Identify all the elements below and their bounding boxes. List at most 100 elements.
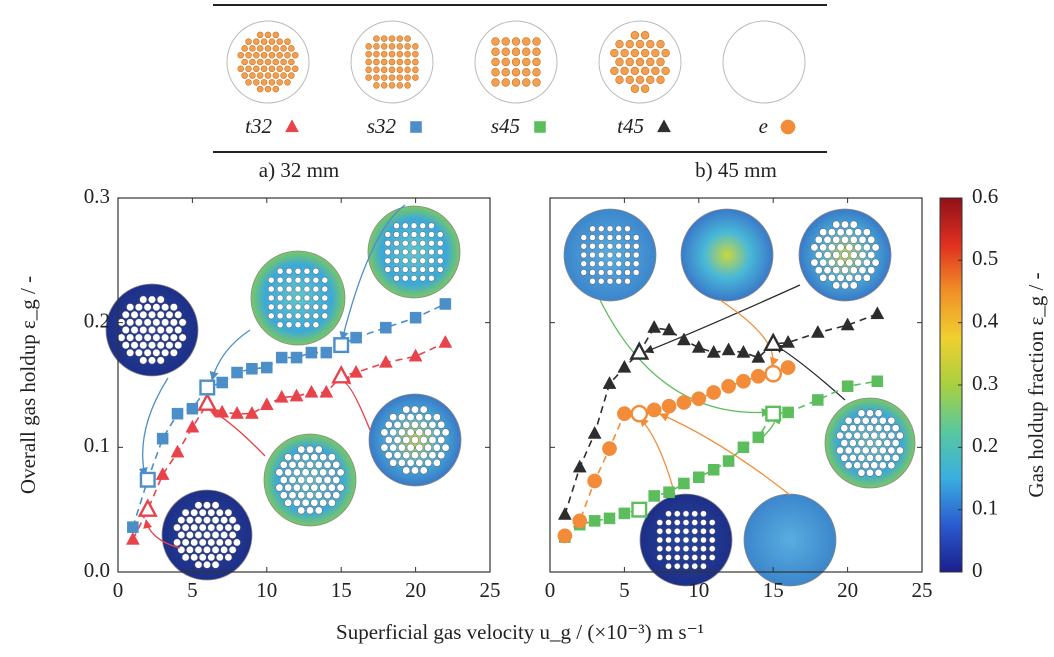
inset-hole [301, 498, 310, 507]
data-point [349, 364, 363, 378]
geometry-hole [253, 65, 260, 73]
data-point [380, 321, 392, 334]
inset-hole [297, 506, 306, 515]
inset-hole [224, 523, 233, 532]
geometry-hole [388, 74, 396, 81]
data-point [331, 364, 352, 384]
inset-hole [682, 545, 690, 552]
inset-hole [857, 439, 866, 447]
inset-hole [294, 267, 302, 275]
inset-hole [598, 269, 605, 276]
inset-hole [606, 269, 614, 276]
inset-hole [319, 468, 328, 477]
inset-hole [139, 326, 148, 334]
trend-line [564, 313, 878, 515]
inset-hole [393, 257, 400, 264]
inset-hole [700, 536, 707, 544]
geometry-hole [661, 48, 670, 58]
inset-hole [303, 285, 311, 293]
geometry-hole [264, 31, 272, 39]
data-point [602, 441, 617, 456]
data-point [602, 376, 617, 389]
geometry-hole [501, 57, 510, 67]
geometry-hole [522, 68, 531, 77]
inset-hole [410, 240, 418, 247]
geometry-hole [284, 79, 291, 86]
data-point [186, 402, 199, 415]
geometry-hole [615, 75, 624, 85]
inset-hole [845, 243, 854, 252]
inset-hole [580, 243, 588, 250]
inset-hole [173, 538, 181, 547]
inset-hole [321, 312, 329, 320]
geometry-hole [380, 82, 388, 89]
inset-hole [312, 267, 320, 275]
data-point [408, 348, 423, 362]
plot-frame [117, 197, 491, 573]
inset-hole [615, 225, 622, 233]
inset-hole [284, 498, 293, 507]
callout-arrow [341, 375, 371, 431]
geometry-hole [380, 66, 388, 74]
inset-hole [819, 258, 828, 267]
inset-hole [845, 273, 854, 282]
callout-arrow [719, 299, 779, 367]
inset-hole [402, 466, 411, 475]
inset-hole [215, 538, 224, 547]
geometry-hole [284, 51, 291, 59]
inset-hole [415, 458, 424, 467]
inset-hole [700, 562, 707, 570]
y-axis-label: Overall gas holdup ε_g / - [16, 276, 40, 494]
inset-hole [858, 251, 867, 259]
inset-hole [165, 326, 174, 334]
inset-hole [117, 333, 126, 342]
inset-hole [858, 266, 867, 275]
geometry-hole [272, 85, 280, 93]
inset-hole [169, 318, 178, 327]
geometry-hole [404, 74, 411, 81]
geometry-hole [404, 66, 411, 74]
inset-hole [288, 491, 297, 500]
inset-hole [700, 519, 707, 526]
inset-hole [224, 538, 233, 547]
geometry-hole [656, 75, 665, 85]
data-point [764, 364, 783, 383]
inset-hole [310, 468, 319, 477]
inset-hole [419, 405, 428, 414]
inset-hole [215, 553, 224, 562]
inset-hole [656, 554, 664, 561]
inset-hole [402, 274, 409, 282]
geometry-hole [380, 74, 388, 81]
inset-hole [314, 476, 323, 484]
geometry-hole [268, 38, 276, 45]
inset-hole [862, 228, 871, 237]
inset-hole [397, 458, 406, 467]
inset-hole [836, 431, 844, 440]
legend-marker [410, 121, 422, 133]
inset-hole [866, 439, 874, 447]
inset-hole [211, 501, 220, 510]
inset-hole [143, 318, 152, 327]
x-tick-label: 25 [480, 578, 501, 602]
inset-hole [194, 546, 203, 554]
data-point [629, 341, 650, 360]
inset-hole [896, 446, 904, 455]
inset-hole [294, 294, 302, 302]
inset-hole [424, 428, 433, 437]
inset-hole [874, 468, 883, 477]
geometry-hole [373, 82, 380, 89]
inset-hole [665, 536, 672, 544]
inset-hole [203, 546, 211, 554]
inset-hole [432, 413, 441, 422]
inset-hole [428, 266, 435, 273]
inset-hole [276, 276, 284, 284]
geometry-hole [292, 65, 299, 73]
inset-hole [323, 491, 332, 500]
inset-hole [198, 538, 207, 547]
inset-hole [419, 248, 426, 256]
inset-hole [854, 243, 863, 252]
geometry-hole [241, 45, 248, 52]
inset-hole [198, 523, 207, 532]
inset-hole [276, 267, 284, 275]
